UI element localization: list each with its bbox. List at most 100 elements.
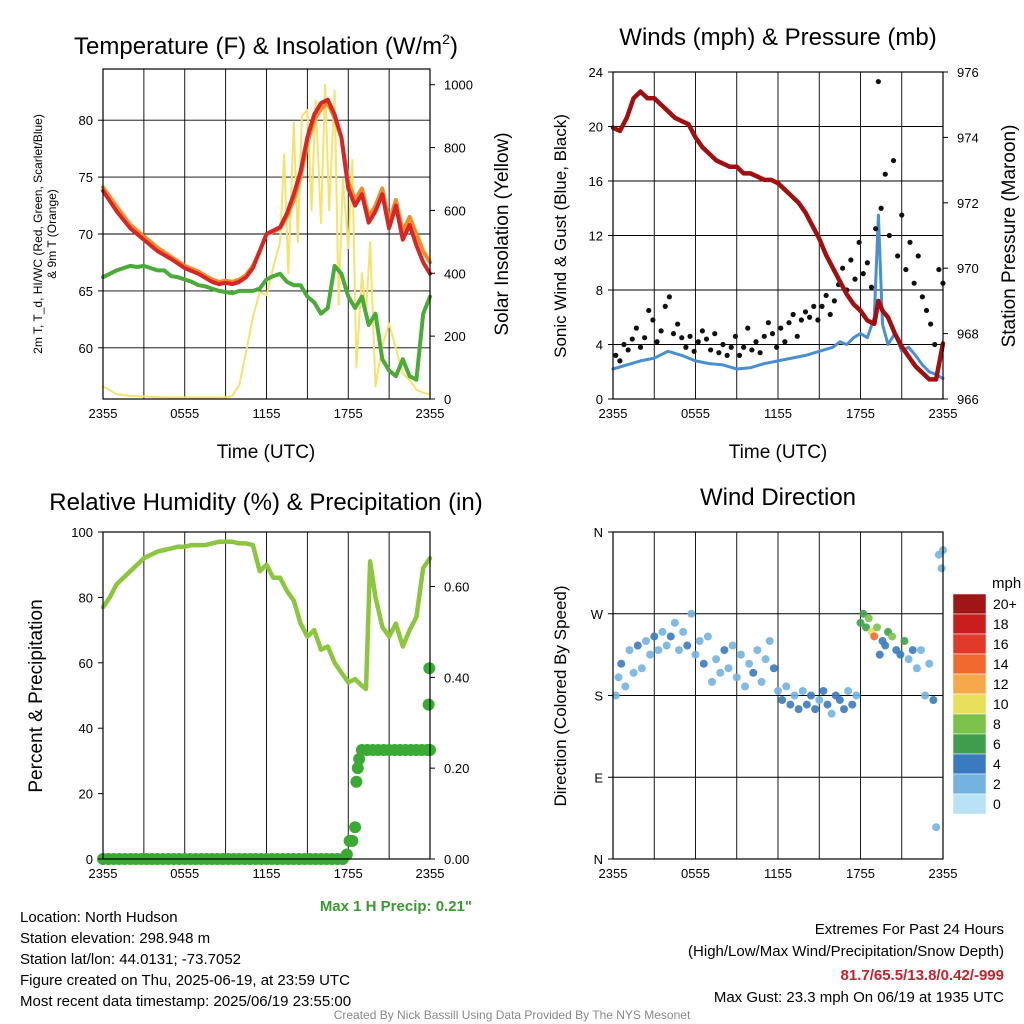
gust-point	[831, 298, 837, 304]
y-tick-label: W	[591, 607, 604, 622]
y-tick-label: 80	[79, 590, 93, 605]
direction-point	[691, 650, 700, 659]
precip-point	[353, 753, 366, 766]
x-tick-label: 2355	[416, 866, 445, 881]
x-tick-label: 2355	[89, 406, 118, 421]
legend-swatch	[952, 753, 987, 775]
x-tick-label: 0555	[170, 866, 199, 881]
y-tick-label: 20	[589, 120, 603, 135]
legend-swatch	[952, 613, 987, 635]
gust-point	[679, 335, 685, 341]
gust-point	[864, 260, 870, 266]
direction-point	[695, 637, 704, 645]
direction-point	[724, 664, 733, 673]
precip-point	[340, 848, 353, 861]
direction-point	[870, 632, 879, 641]
gust-point	[827, 311, 833, 318]
y-tick-label: 100	[71, 525, 93, 540]
y-tick-label: 65	[79, 284, 93, 299]
gust-point	[903, 266, 909, 273]
temp-2m-line	[101, 97, 432, 287]
gust-point	[899, 212, 905, 218]
direction-point	[908, 646, 917, 655]
gust-point	[650, 317, 656, 323]
direction-point	[852, 691, 861, 700]
direction-point	[929, 696, 938, 705]
direction-point	[917, 646, 925, 655]
direction-point	[815, 696, 824, 705]
gust-point	[695, 339, 701, 345]
gust-point	[741, 344, 747, 350]
gust-point	[840, 265, 846, 271]
y-tick-label: 24	[589, 65, 603, 80]
humidity-panel-title: Relative Humidity (%) & Precipitation (i…	[49, 489, 482, 516]
gust-point	[919, 294, 925, 300]
winds-x-label: Time (UTC)	[729, 442, 828, 463]
pressure-y-label: Station Pressure (Maroon)	[999, 125, 1020, 348]
direction-point	[617, 659, 626, 668]
legend-label: 16	[993, 636, 1009, 652]
humidity-y-ticks: 0 20 40 60 80 100	[71, 525, 103, 867]
gust-point	[852, 276, 858, 282]
direction-panel-title: Wind Direction	[700, 484, 856, 511]
legend-swatch	[952, 653, 987, 675]
direction-point	[650, 632, 659, 641]
direction-point	[782, 682, 791, 691]
x-tick-label: 1755	[334, 406, 363, 421]
winds-panel-title: Winds (mph) & Pressure (mb)	[619, 24, 936, 51]
footer-location: Location: North Hudson	[20, 909, 178, 926]
legend-label: 6	[993, 736, 1001, 752]
direction-point	[761, 655, 770, 664]
legend-swatch	[952, 773, 987, 795]
insolation-y-label: Solar Insolation (Yellow)	[492, 132, 513, 335]
footer-elevation: Station elevation: 298.948 m	[20, 930, 210, 947]
gust-point	[736, 352, 743, 358]
y-tick-label: 8	[596, 283, 603, 298]
gust-point	[691, 348, 697, 354]
direction-point	[932, 823, 941, 832]
precip-point	[351, 762, 364, 775]
x-tick-label: 0555	[170, 406, 199, 421]
gust-point	[856, 239, 862, 245]
x-tick-label: 2355	[599, 866, 628, 881]
dewpoint-line	[101, 263, 432, 382]
legend-label: 0	[993, 796, 1001, 812]
y-tick-label: 60	[79, 341, 93, 356]
gust-point	[811, 303, 817, 309]
direction-point	[786, 700, 795, 709]
gust-point	[907, 239, 913, 245]
winds-y-ticks: 0 4 8 12 16 20 24	[589, 65, 613, 407]
direction-point	[790, 691, 799, 700]
direction-point	[823, 700, 832, 709]
max-precip-annotation: Max 1 H Precip: 0.21"	[320, 898, 472, 915]
gust-point	[675, 321, 681, 327]
direction-point	[670, 618, 679, 627]
direction-point	[675, 646, 683, 655]
credit-line: Created By Nick Bassill Using Data Provi…	[334, 1008, 691, 1022]
direction-x-ticks: 2355 0555 1155 1755 2355	[599, 866, 958, 881]
x-tick-label: 1155	[764, 406, 792, 421]
gust-point	[633, 325, 639, 331]
gust-point	[699, 328, 705, 334]
gust-point	[915, 253, 921, 259]
precip-point	[422, 698, 435, 711]
gust-point	[790, 311, 796, 318]
direction-point	[753, 646, 762, 655]
gust-point	[683, 344, 689, 350]
winds-grid	[613, 71, 943, 400]
temperature-panel: Temperature (F) & Insolation (W/m2) 60 65…	[31, 31, 513, 463]
legend-swatch	[952, 793, 987, 815]
humidity-plot-area	[97, 539, 436, 865]
temperature-y-ticks: 60 65 70 75 80	[79, 113, 103, 356]
gust-point	[765, 320, 771, 326]
x-tick-label: 1155	[764, 866, 792, 881]
direction-point	[708, 677, 716, 686]
gust-point	[819, 303, 825, 309]
y-tick-label: S	[594, 689, 603, 704]
gust-point	[873, 226, 879, 232]
direction-y-ticks: N E S W N	[591, 525, 613, 867]
legend-label: 18	[993, 616, 1009, 632]
direction-point	[683, 641, 692, 650]
x-tick-label: 1755	[334, 866, 363, 881]
y-tick-label: 0	[86, 852, 93, 867]
